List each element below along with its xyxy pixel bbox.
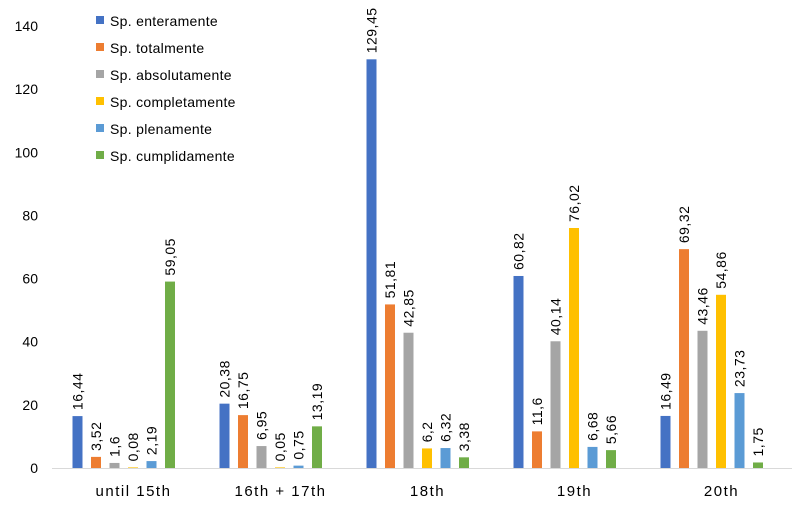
x-axis: until 15th 16th + 17th 18th 19th 20th (96, 483, 739, 500)
bar (293, 465, 304, 468)
bar (146, 461, 157, 468)
data-label: 1,75 (750, 427, 766, 456)
data-label: 20,38 (217, 360, 233, 398)
y-tick-label: 100 (15, 144, 39, 160)
data-label: 51,81 (382, 261, 398, 299)
bar (569, 227, 579, 468)
y-tick-label: 60 (22, 271, 38, 287)
legend-swatch (96, 97, 104, 105)
legend-swatch (96, 151, 104, 159)
data-label: 69,32 (676, 206, 692, 244)
data-label: 3,38 (456, 422, 472, 451)
y-tick-label: 20 (22, 397, 38, 413)
data-label: 0,05 (272, 432, 288, 461)
data-label: 42,85 (401, 289, 417, 327)
data-label: 6,2 (419, 421, 435, 442)
data-label: 1,6 (107, 436, 123, 457)
y-tick-label: 120 (15, 81, 39, 97)
data-label: 43,46 (695, 287, 711, 325)
data-label: 6,95 (254, 411, 270, 440)
data-label: 2,19 (144, 426, 160, 455)
bar (165, 281, 175, 468)
bar (587, 446, 598, 468)
bar (403, 332, 414, 468)
data-label: 60,82 (511, 232, 527, 270)
bar (532, 431, 542, 468)
data-label: 5,66 (603, 415, 619, 444)
data-label: 6,68 (585, 412, 601, 441)
bar (238, 415, 248, 468)
bar (72, 416, 83, 468)
y-tick-label: 0 (30, 460, 38, 476)
bar (513, 275, 524, 468)
x-category-label: 18th (410, 483, 445, 500)
bar (366, 59, 377, 468)
legend-label: Sp. cumplidamente (110, 148, 235, 164)
data-label: 76,02 (566, 184, 582, 222)
bar (606, 450, 616, 468)
bar (109, 462, 120, 468)
bar (256, 446, 267, 468)
y-axis: 0 20 40 60 80 100 120 140 (15, 18, 39, 476)
bar (422, 448, 432, 468)
legend-label: Sp. completamente (110, 94, 236, 110)
data-label: 54,86 (713, 251, 729, 289)
bar (219, 403, 230, 468)
bar (734, 393, 745, 468)
bar (440, 448, 451, 468)
bar (275, 467, 285, 468)
data-label: 23,73 (732, 350, 748, 388)
bar (679, 249, 689, 468)
x-category-label: until 15th (96, 483, 172, 500)
data-label: 11,6 (529, 397, 545, 425)
data-label: 0,08 (125, 432, 141, 461)
bar (697, 330, 708, 468)
y-tick-label: 40 (22, 334, 38, 350)
x-category-label: 16th + 17th (235, 483, 327, 500)
data-label: 3,52 (88, 422, 104, 451)
bar (716, 294, 726, 468)
bar (459, 457, 469, 468)
data-label: 6,32 (438, 413, 454, 442)
legend-swatch (96, 70, 104, 78)
legend-label: Sp. totalmente (110, 40, 204, 56)
y-tick-label: 80 (22, 207, 38, 223)
legend-swatch (96, 124, 104, 132)
bar (128, 467, 138, 468)
data-label: 16,44 (70, 373, 86, 411)
bars (72, 59, 763, 468)
legend-label: Sp. absolutamente (110, 67, 232, 83)
data-label: 16,75 (235, 372, 251, 410)
x-category-label: 20th (704, 483, 739, 500)
y-tick-label: 140 (15, 18, 39, 34)
bar (660, 415, 671, 468)
data-label: 129,45 (364, 7, 380, 53)
legend: Sp. enteramente Sp. totalmente Sp. absolut… (96, 13, 236, 164)
data-label: 40,14 (548, 298, 564, 336)
bar (550, 341, 561, 468)
bar (91, 456, 101, 468)
bar (385, 304, 395, 468)
data-label: 13,19 (309, 383, 325, 421)
data-label: 0,75 (291, 430, 307, 459)
legend-label: Sp. plenamente (110, 121, 212, 137)
data-label: 59,05 (162, 238, 178, 276)
x-category-label: 19th (557, 483, 592, 500)
legend-swatch (96, 43, 104, 51)
legend-swatch (96, 16, 104, 24)
bar (312, 426, 322, 468)
bar (753, 462, 763, 468)
legend-label: Sp. enteramente (110, 13, 218, 29)
data-label: 16,49 (658, 372, 674, 410)
